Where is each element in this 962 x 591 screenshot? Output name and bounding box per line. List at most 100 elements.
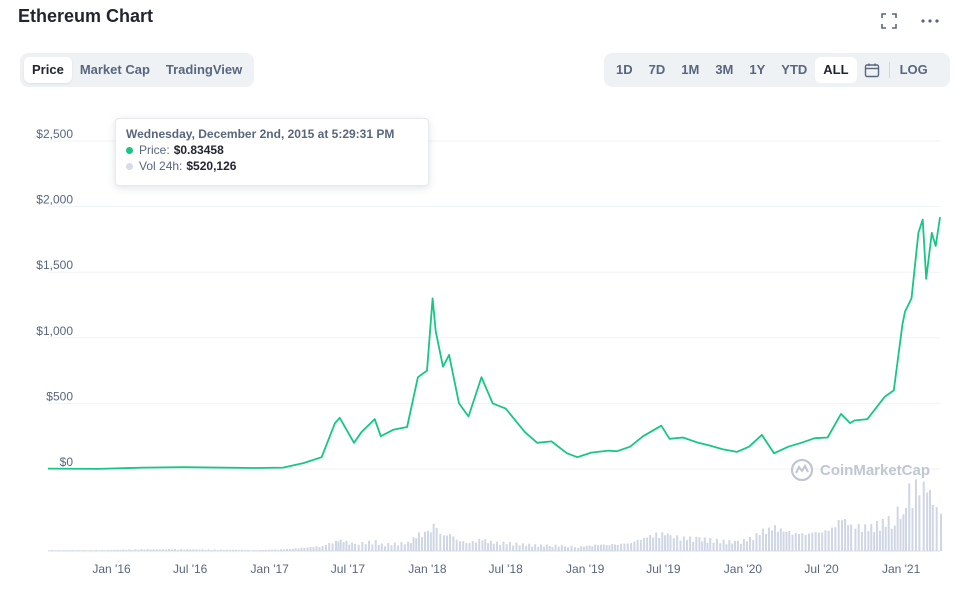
calendar-icon[interactable] xyxy=(857,57,887,83)
volume-bar xyxy=(107,549,110,551)
volume-bar xyxy=(241,549,244,551)
volume-bar xyxy=(128,549,131,551)
volume-bar xyxy=(104,550,107,551)
volume-bar xyxy=(646,537,649,551)
range-1m-button[interactable]: 1M xyxy=(681,62,700,77)
log-scale-button[interactable]: LOG xyxy=(899,62,928,77)
volume-bar xyxy=(259,550,262,551)
volume-bar xyxy=(764,534,767,551)
range-1y-button[interactable]: 1Y xyxy=(749,62,766,77)
volume-bar xyxy=(113,549,116,551)
expand-icon[interactable] xyxy=(880,12,898,30)
volume-bar xyxy=(896,506,899,551)
volume-bar xyxy=(588,545,591,551)
volume-bar xyxy=(623,543,626,551)
volume-bar xyxy=(417,532,420,551)
volume-bar xyxy=(908,483,911,551)
volume-bar xyxy=(837,519,840,551)
volume-bar xyxy=(752,539,755,551)
volume-bar xyxy=(235,549,238,551)
more-dots-icon[interactable] xyxy=(918,10,942,30)
volume-bar xyxy=(210,550,213,551)
volume-bar xyxy=(599,544,602,551)
volume-bar xyxy=(643,537,646,551)
volume-bar xyxy=(804,534,807,551)
volume-bar xyxy=(384,546,387,551)
volume-bar xyxy=(262,550,265,551)
volume-bar xyxy=(146,549,149,551)
range-3m-button[interactable]: 3M xyxy=(715,62,734,77)
tab-price[interactable]: Price xyxy=(24,57,72,83)
volume-bar xyxy=(443,535,446,551)
volume-bar xyxy=(669,535,672,551)
volume-bar xyxy=(48,550,50,551)
volume-bar xyxy=(171,549,174,551)
volume-bar xyxy=(703,537,706,551)
volume-bar xyxy=(303,547,306,551)
volume-bar xyxy=(860,531,863,551)
volume-bar xyxy=(101,550,104,551)
volume-bar xyxy=(390,545,393,551)
volume-bar xyxy=(567,547,570,551)
page-title: Ethereum Chart xyxy=(18,6,154,26)
volume-bar xyxy=(74,550,77,551)
volume-bar xyxy=(122,549,125,551)
volume-bar xyxy=(337,541,340,551)
volume-bar xyxy=(817,532,820,551)
volume-bar xyxy=(409,543,412,551)
volume-bar xyxy=(455,539,458,551)
volume-bar xyxy=(149,549,152,551)
volume-bar xyxy=(89,550,92,551)
volume-bar xyxy=(306,547,309,551)
volume-bar xyxy=(357,544,360,551)
volume-bar xyxy=(890,528,893,551)
volume-bar xyxy=(502,541,505,551)
volume-bar xyxy=(489,540,492,551)
y-tick-label: $2,000 xyxy=(36,193,73,207)
x-tick-label: Jan '16 xyxy=(92,562,131,576)
volume-bar xyxy=(695,536,698,551)
volume-bar xyxy=(348,544,351,551)
volume-dot-icon xyxy=(126,162,133,170)
range-7d-button[interactable]: 7D xyxy=(648,62,666,77)
volume-bar xyxy=(540,544,543,551)
volume-bar xyxy=(449,534,452,551)
volume-bar xyxy=(247,549,250,551)
volume-bar xyxy=(62,550,65,551)
range-all-button[interactable]: ALL xyxy=(815,57,857,83)
tab-market-cap[interactable]: Market Cap xyxy=(79,62,150,77)
volume-bar xyxy=(748,536,751,551)
volume-bar xyxy=(788,531,791,551)
volume-bar xyxy=(719,543,722,551)
volume-bar xyxy=(180,549,183,551)
tab-tradingview[interactable]: TradingView xyxy=(165,62,243,77)
watermark: CoinMarketCap xyxy=(790,458,930,482)
volume-bar xyxy=(95,550,98,551)
volume-bar xyxy=(602,544,605,551)
range-1d-button[interactable]: 1D xyxy=(616,62,633,77)
volume-bar xyxy=(774,525,777,551)
time-range-selector: 1D 7D 1M 3M 1Y YTD ALL LOG xyxy=(604,53,950,87)
volume-bar xyxy=(722,539,725,551)
x-tick-label: Jan '17 xyxy=(251,562,290,576)
volume-bar xyxy=(682,536,685,551)
volume-bar xyxy=(387,543,390,551)
volume-bar xyxy=(676,535,679,551)
volume-bar xyxy=(811,532,814,551)
tooltip-volume-value: $520,126 xyxy=(186,159,237,173)
volume-bar xyxy=(739,543,742,551)
volume-bar xyxy=(736,540,739,551)
x-tick-label: Jan '18 xyxy=(408,562,447,576)
volume-bar xyxy=(551,547,554,551)
volume-bar xyxy=(412,537,415,551)
volume-bar xyxy=(636,539,639,551)
volume-bar xyxy=(918,495,921,551)
volume-bar xyxy=(850,524,853,551)
volume-bar xyxy=(834,527,837,551)
volume-bar xyxy=(512,545,515,551)
volume-bar xyxy=(582,546,585,551)
range-ytd-button[interactable]: YTD xyxy=(781,62,808,77)
volume-bar xyxy=(807,533,810,551)
volume-bar xyxy=(186,549,189,551)
volume-bar xyxy=(277,549,280,551)
